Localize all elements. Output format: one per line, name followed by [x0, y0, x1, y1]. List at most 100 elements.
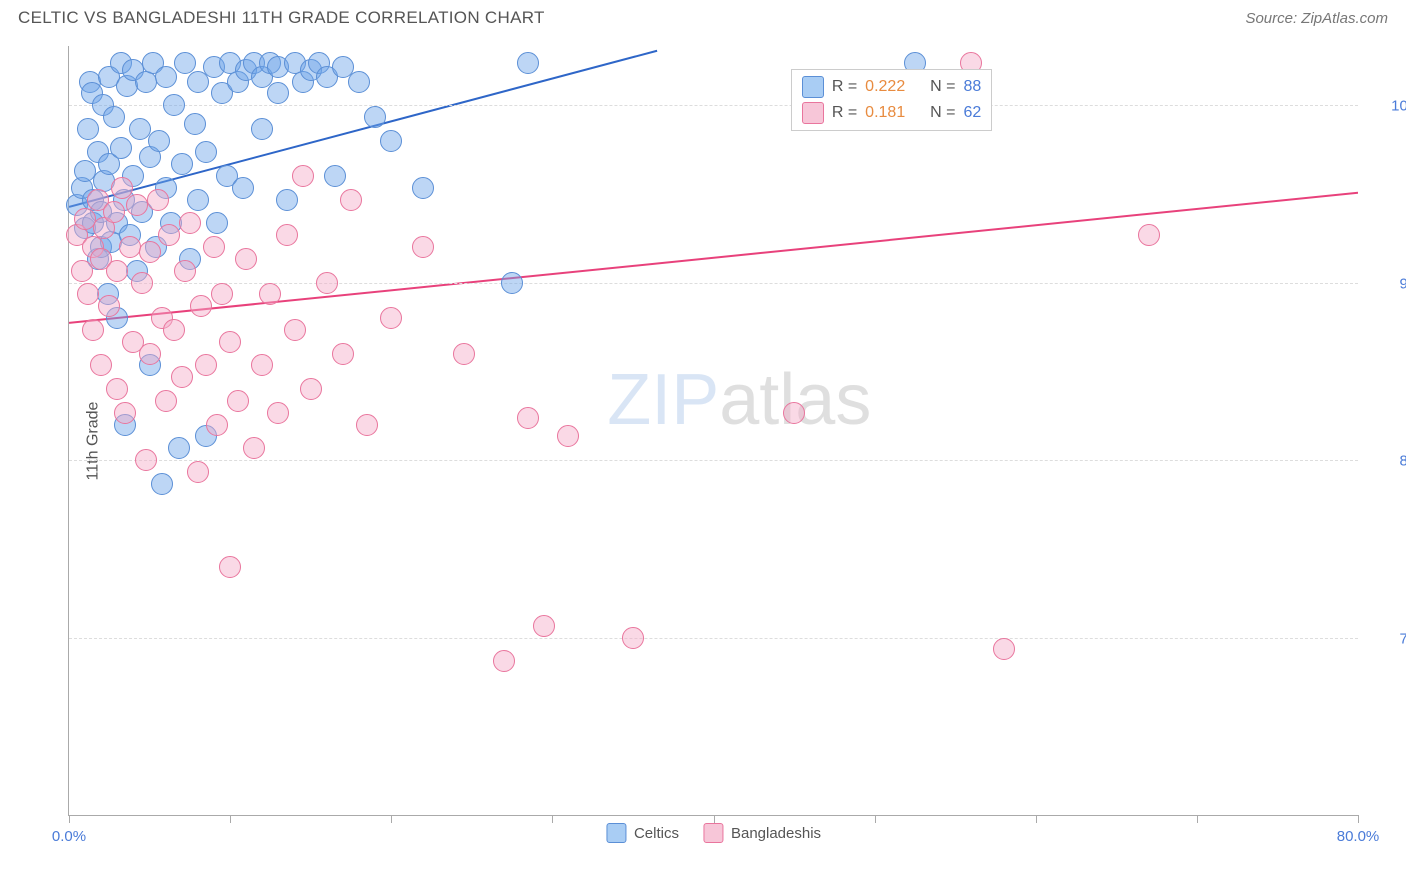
data-point-bangladeshis — [292, 165, 314, 187]
watermark: ZIPatlas — [607, 359, 871, 441]
data-point-celtics — [103, 106, 125, 128]
data-point-bangladeshis — [158, 224, 180, 246]
data-point-celtics — [151, 473, 173, 495]
data-point-bangladeshis — [276, 224, 298, 246]
data-point-bangladeshis — [380, 307, 402, 329]
data-point-bangladeshis — [190, 295, 212, 317]
plot-area: ZIPatlas 77.5%85.0%92.5%100.0%0.0%80.0% … — [68, 46, 1358, 816]
y-tick-label: 92.5% — [1364, 275, 1406, 292]
data-point-celtics — [148, 130, 170, 152]
data-point-bangladeshis — [206, 414, 228, 436]
legend-n-label: N = — [930, 78, 955, 96]
data-point-bangladeshis — [126, 194, 148, 216]
data-point-bangladeshis — [77, 283, 99, 305]
data-point-celtics — [251, 118, 273, 140]
legend-bottom: Celtics Bangladeshis — [606, 823, 821, 843]
legend-swatch-celtics — [802, 76, 824, 98]
data-point-bangladeshis — [235, 248, 257, 270]
data-point-bangladeshis — [211, 283, 233, 305]
data-point-bangladeshis — [356, 414, 378, 436]
data-point-celtics — [77, 118, 99, 140]
data-point-bangladeshis — [155, 390, 177, 412]
data-point-bangladeshis — [147, 189, 169, 211]
data-point-celtics — [171, 153, 193, 175]
data-point-celtics — [501, 272, 523, 294]
data-point-bangladeshis — [1138, 224, 1160, 246]
x-tick — [391, 815, 392, 823]
legend-n-label: N = — [930, 104, 955, 122]
data-point-bangladeshis — [139, 241, 161, 263]
data-point-bangladeshis — [557, 425, 579, 447]
data-point-bangladeshis — [267, 402, 289, 424]
x-tick — [552, 815, 553, 823]
data-point-bangladeshis — [71, 260, 93, 282]
y-tick-label: 100.0% — [1364, 98, 1406, 115]
legend-r-value: 0.181 — [865, 104, 905, 122]
data-point-bangladeshis — [195, 354, 217, 376]
data-point-celtics — [163, 94, 185, 116]
data-point-bangladeshis — [993, 638, 1015, 660]
data-point-bangladeshis — [453, 343, 475, 365]
data-point-bangladeshis — [259, 283, 281, 305]
legend-r-label: R = — [832, 78, 857, 96]
data-point-celtics — [276, 189, 298, 211]
data-point-celtics — [206, 212, 228, 234]
data-point-bangladeshis — [135, 449, 157, 471]
data-point-bangladeshis — [316, 272, 338, 294]
x-tick — [875, 815, 876, 823]
data-point-celtics — [110, 137, 132, 159]
data-point-bangladeshis — [163, 319, 185, 341]
legend-row-celtics: R = 0.222 N = 88 — [802, 74, 981, 100]
data-point-bangladeshis — [131, 272, 153, 294]
data-point-bangladeshis — [227, 390, 249, 412]
data-point-celtics — [195, 141, 217, 163]
data-point-bangladeshis — [187, 461, 209, 483]
data-point-celtics — [364, 106, 386, 128]
gridline-h: 100.0% — [69, 105, 1358, 106]
chart-container: 11th Grade ZIPatlas 77.5%85.0%92.5%100.0… — [50, 46, 1390, 836]
legend-stats: R = 0.222 N = 88 R = 0.181 N = 62 — [791, 69, 992, 131]
x-tick — [69, 815, 70, 823]
source-text: Source: ZipAtlas.com — [1245, 10, 1388, 27]
x-tick — [714, 815, 715, 823]
legend-swatch-bangladeshis — [802, 102, 824, 124]
data-point-celtics — [267, 82, 289, 104]
legend-label: Bangladeshis — [731, 825, 821, 842]
legend-item-celtics: Celtics — [606, 823, 679, 843]
data-point-bangladeshis — [179, 212, 201, 234]
gridline-h: 85.0% — [69, 460, 1358, 461]
data-point-bangladeshis — [106, 260, 128, 282]
x-tick — [1197, 815, 1198, 823]
data-point-bangladeshis — [203, 236, 225, 258]
legend-label: Celtics — [634, 825, 679, 842]
data-point-bangladeshis — [340, 189, 362, 211]
trend-line-bangladeshis — [69, 193, 1358, 323]
data-point-bangladeshis — [139, 343, 161, 365]
legend-n-value: 88 — [963, 78, 981, 96]
legend-n-value: 62 — [963, 104, 981, 122]
data-point-celtics — [348, 71, 370, 93]
chart-title: CELTIC VS BANGLADESHI 11TH GRADE CORRELA… — [18, 8, 545, 28]
data-point-bangladeshis — [171, 366, 193, 388]
data-point-celtics — [168, 437, 190, 459]
data-point-bangladeshis — [251, 354, 273, 376]
y-tick-label: 77.5% — [1364, 630, 1406, 647]
data-point-celtics — [174, 52, 196, 74]
data-point-bangladeshis — [219, 556, 241, 578]
data-point-bangladeshis — [90, 354, 112, 376]
legend-swatch-celtics — [606, 823, 626, 843]
x-tick — [230, 815, 231, 823]
x-tick-label: 80.0% — [1337, 828, 1380, 845]
data-point-bangladeshis — [106, 378, 128, 400]
data-point-bangladeshis — [783, 402, 805, 424]
data-point-bangladeshis — [82, 319, 104, 341]
data-point-bangladeshis — [622, 627, 644, 649]
data-point-celtics — [187, 189, 209, 211]
data-point-bangladeshis — [332, 343, 354, 365]
data-point-bangladeshis — [219, 331, 241, 353]
data-point-celtics — [129, 118, 151, 140]
data-point-celtics — [324, 165, 346, 187]
data-point-bangladeshis — [103, 201, 125, 223]
trend-lines — [69, 46, 1358, 815]
y-tick-label: 85.0% — [1364, 453, 1406, 470]
